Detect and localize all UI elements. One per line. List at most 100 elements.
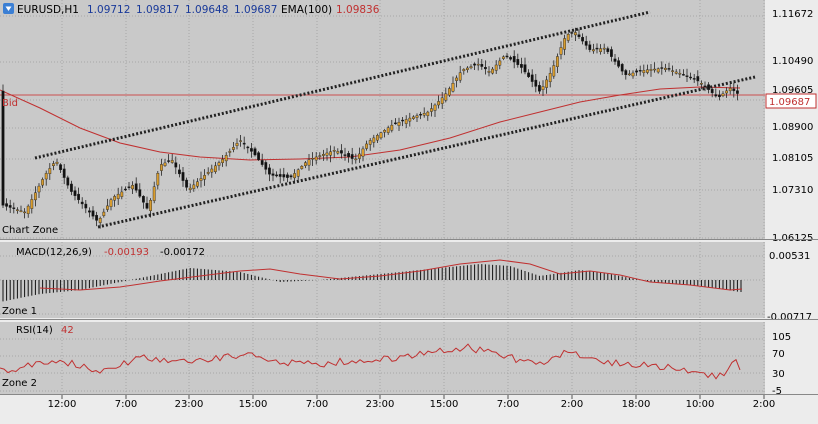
candle-body bbox=[710, 89, 714, 94]
candle-body bbox=[512, 56, 516, 63]
rsi-axis-label: 70 bbox=[772, 349, 785, 360]
candle-body bbox=[275, 174, 278, 177]
candle-body bbox=[84, 203, 88, 209]
candle-body bbox=[1, 90, 5, 206]
candle-body bbox=[347, 153, 350, 158]
zone1-label: Zone 1 bbox=[2, 306, 37, 317]
candle-body bbox=[692, 78, 696, 80]
candle-body bbox=[66, 177, 70, 186]
candle-body bbox=[23, 211, 26, 214]
candle-body bbox=[181, 172, 185, 181]
price-axis-label: 1.06125 bbox=[772, 233, 813, 244]
candle-body bbox=[365, 143, 368, 149]
candle-body bbox=[433, 104, 437, 111]
candle-body bbox=[653, 68, 657, 71]
candle-body bbox=[16, 209, 19, 211]
candle-body bbox=[527, 72, 531, 77]
candle-body bbox=[210, 168, 214, 173]
candle-body bbox=[566, 34, 570, 41]
candle-body bbox=[494, 64, 498, 71]
candle-body bbox=[732, 88, 736, 92]
macd-axis-bottom: -0.00717 bbox=[767, 312, 812, 323]
macd-histogram bbox=[2, 264, 742, 302]
candle-body bbox=[322, 154, 325, 156]
candle-body bbox=[358, 153, 361, 159]
candle-body bbox=[62, 168, 66, 178]
candle-body bbox=[307, 159, 311, 166]
rsi-axis-label: 105 bbox=[772, 332, 791, 343]
candle-body bbox=[185, 179, 188, 188]
time-axis-labels: 12:00 7:00 23:00 15:00 7:00 23:00 15:00 7:00 2:0… bbox=[48, 395, 775, 410]
candle-body bbox=[159, 164, 163, 171]
macd-panel[interactable] bbox=[0, 242, 765, 318]
channel-upper-line[interactable] bbox=[34, 10, 651, 160]
candle-body bbox=[239, 140, 242, 142]
channel-lower-line[interactable] bbox=[97, 75, 756, 229]
candle-body bbox=[476, 63, 480, 66]
candle-body bbox=[674, 71, 678, 74]
candle-body bbox=[426, 111, 430, 116]
macd-grid bbox=[0, 242, 765, 318]
candle-body bbox=[714, 94, 718, 97]
candle-body bbox=[221, 159, 224, 163]
candle-body bbox=[379, 132, 383, 139]
candle-body bbox=[131, 185, 134, 190]
candle-body bbox=[606, 48, 610, 52]
macd-axis[interactable] bbox=[765, 242, 818, 318]
main-chart-panel[interactable] bbox=[0, 0, 765, 239]
candle-body bbox=[203, 175, 206, 180]
candle-body bbox=[595, 47, 599, 50]
candle-body bbox=[170, 160, 174, 163]
candle-body bbox=[401, 119, 404, 122]
symbol-label: EURUSD,H1 bbox=[17, 4, 79, 16]
candle-body bbox=[44, 173, 48, 180]
macd-signal-value: -0.00172 bbox=[160, 247, 205, 258]
candle-body bbox=[368, 140, 372, 145]
rsi-grid bbox=[0, 322, 765, 394]
candle-body bbox=[448, 88, 451, 96]
candle-body bbox=[217, 162, 221, 166]
candle-body bbox=[116, 193, 120, 199]
candle-body bbox=[667, 68, 671, 70]
candle-body bbox=[613, 58, 617, 62]
candle-body bbox=[268, 167, 271, 175]
candle-body bbox=[721, 93, 725, 96]
candle-body bbox=[610, 49, 613, 57]
candle-body bbox=[534, 79, 538, 87]
price-axis-labels: 1.11672 1.10490 1.08900 1.08105 1.07310 1.061… bbox=[772, 9, 813, 244]
candle-body bbox=[278, 174, 282, 177]
time-axis-label: 7:00 bbox=[306, 399, 328, 410]
candle-body bbox=[105, 205, 109, 210]
candle-body bbox=[617, 60, 621, 67]
candle-body bbox=[257, 152, 260, 160]
candle-body bbox=[361, 148, 365, 157]
candle-body bbox=[300, 165, 304, 169]
candle-body bbox=[545, 79, 549, 88]
candle-body bbox=[422, 113, 426, 116]
candle-body bbox=[462, 69, 466, 72]
candle-body bbox=[559, 47, 563, 55]
candle-body bbox=[55, 161, 59, 164]
candle-body bbox=[383, 130, 386, 133]
candle-body bbox=[376, 135, 379, 141]
candle-body bbox=[649, 69, 653, 71]
candle-body bbox=[199, 178, 203, 181]
candle-body bbox=[718, 94, 721, 98]
price-axis-label: 1.10490 bbox=[772, 56, 813, 67]
candle-body bbox=[563, 38, 567, 50]
time-axis-label: 23:00 bbox=[175, 399, 204, 410]
time-axis[interactable] bbox=[0, 395, 818, 424]
candle-body bbox=[548, 73, 552, 83]
candle-body bbox=[631, 72, 635, 77]
candle-body bbox=[484, 67, 487, 70]
candle-body bbox=[329, 151, 332, 156]
candle-body bbox=[664, 67, 667, 70]
rsi-axis[interactable] bbox=[765, 322, 818, 394]
price-axis[interactable] bbox=[765, 0, 818, 239]
candles bbox=[1, 27, 739, 229]
candle-body bbox=[430, 108, 433, 112]
price-axis-label: 1.07310 bbox=[772, 185, 813, 196]
header-icon[interactable] bbox=[3, 3, 14, 14]
candle-body bbox=[98, 218, 102, 223]
